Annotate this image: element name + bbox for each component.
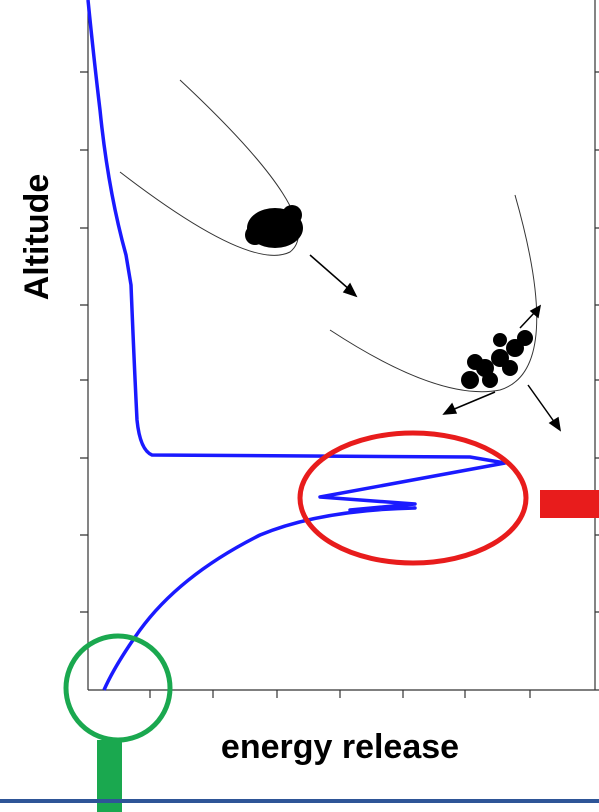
highlight-circle <box>66 636 170 740</box>
particles <box>245 205 533 389</box>
x-axis-label: energy release <box>221 728 459 766</box>
illustration <box>120 80 537 392</box>
diagram: Altitude energy release <box>0 0 599 812</box>
red-bar <box>540 490 599 518</box>
energy-curve <box>88 0 505 690</box>
y-axis-label: Altitude <box>18 174 56 301</box>
page: Altitude energy release (() => { const d… <box>0 0 599 812</box>
